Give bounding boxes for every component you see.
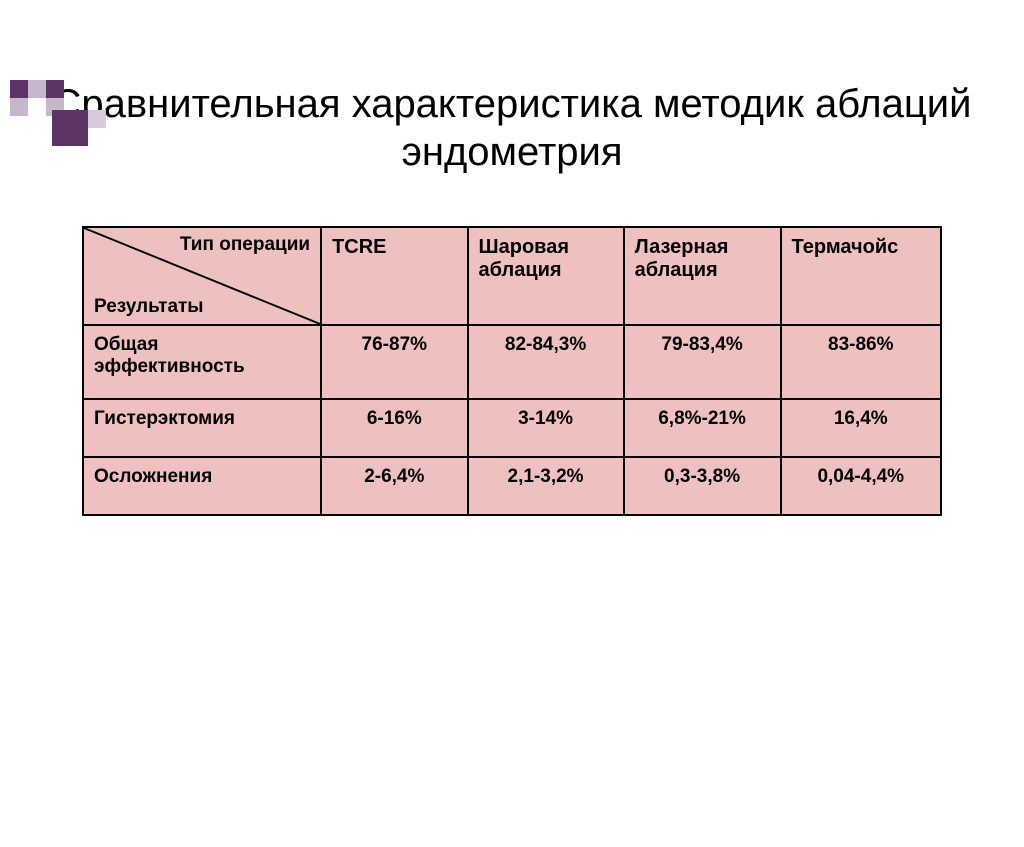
- col-header: Термачойс: [781, 227, 941, 325]
- row-label: Общая эффективность: [83, 325, 321, 399]
- table-cell: 76-87%: [321, 325, 467, 399]
- col-header: Шаровая аблация: [468, 227, 624, 325]
- table-cell: 6,8%-21%: [624, 399, 781, 457]
- header-top-label: Тип операции: [124, 234, 310, 256]
- header-bottom-label: Результаты: [94, 296, 204, 318]
- table-cell: 79-83,4%: [624, 325, 781, 399]
- table-cell: 16,4%: [781, 399, 941, 457]
- table-cell: 2-6,4%: [321, 457, 467, 515]
- table-cell: 2,1-3,2%: [468, 457, 624, 515]
- table-cell: 83-86%: [781, 325, 941, 399]
- table-cell: 0,3-3,8%: [624, 457, 781, 515]
- table-cell: 6-16%: [321, 399, 467, 457]
- diagonal-header-cell: Тип операции Результаты: [83, 227, 321, 325]
- corner-decoration: [0, 80, 120, 165]
- row-label: Осложнения: [83, 457, 321, 515]
- table-cell: 82-84,3%: [468, 325, 624, 399]
- slide-title: Сравнительная характеристика методик абл…: [0, 80, 1024, 176]
- row-label: Гистерэктомия: [83, 399, 321, 457]
- col-header: Лазерная аблация: [624, 227, 781, 325]
- comparison-table: Тип операции Результаты TCRE Шаровая абл…: [82, 226, 942, 516]
- col-header: TCRE: [321, 227, 467, 325]
- table-cell: 3-14%: [468, 399, 624, 457]
- table-cell: 0,04-4,4%: [781, 457, 941, 515]
